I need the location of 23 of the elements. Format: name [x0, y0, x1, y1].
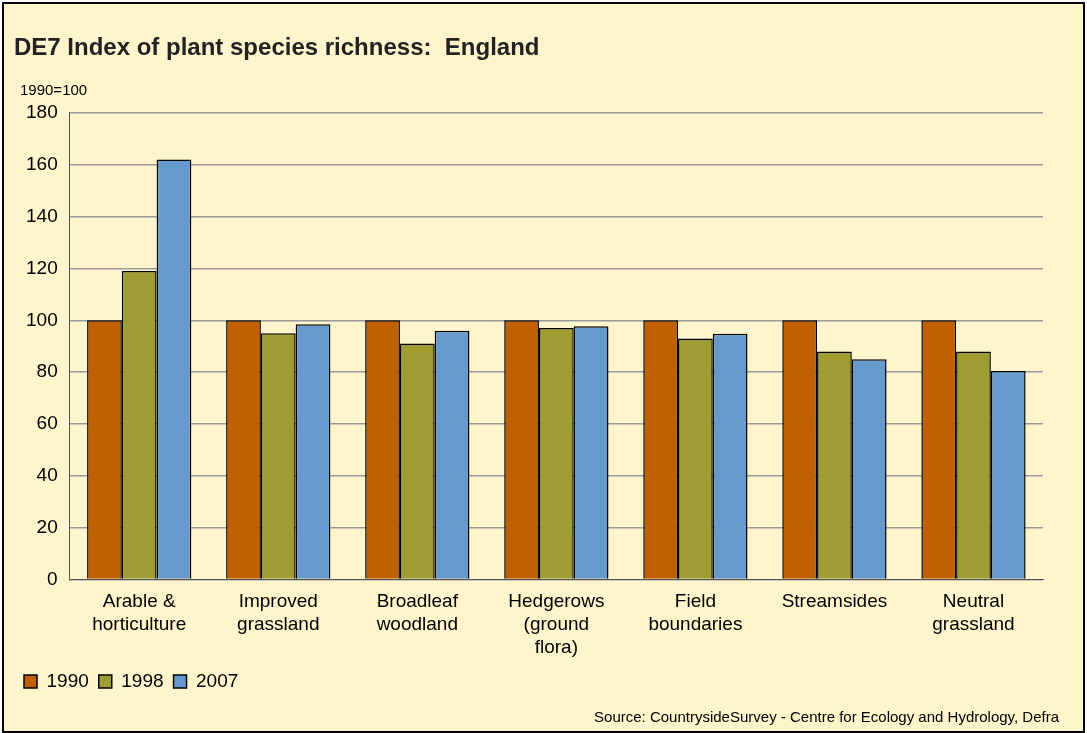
chart-title: DE7 Index of plant species richness: England	[14, 33, 540, 61]
source-note: Source: CountrysideSurvey - Centre for Ecology and Hydrology, Defra	[594, 707, 1060, 725]
y-tick-label: 40	[36, 464, 58, 486]
legend-label: 2007	[196, 669, 239, 691]
y-tick-label: 100	[26, 308, 58, 330]
y-tick-label: 0	[47, 567, 58, 589]
y-tick-label: 80	[36, 360, 58, 382]
legend-label: 1990	[46, 669, 89, 691]
x-tick-label: Hedgerows (ground flora)	[508, 590, 605, 657]
y-axis-title: 1990=100	[20, 81, 88, 99]
y-tick-label: 20	[36, 515, 58, 537]
x-tick-label: Field boundaries	[648, 590, 743, 635]
y-tick-label: 60	[36, 412, 58, 434]
legend-label: 1998	[121, 669, 164, 691]
y-tick-label: 160	[26, 152, 58, 174]
x-tick-label: Streamsides	[781, 590, 888, 612]
x-tick-label: Arable & horticulture	[92, 590, 187, 635]
y-tick-label: 120	[26, 256, 58, 278]
y-tick-label: 140	[26, 204, 58, 226]
x-tick-label: Neutral grassland	[932, 590, 1015, 635]
x-tick-label: Improved grassland	[237, 590, 320, 635]
y-tick-label: 180	[26, 101, 58, 123]
x-tick-label: Broadleaf woodland	[375, 590, 459, 635]
